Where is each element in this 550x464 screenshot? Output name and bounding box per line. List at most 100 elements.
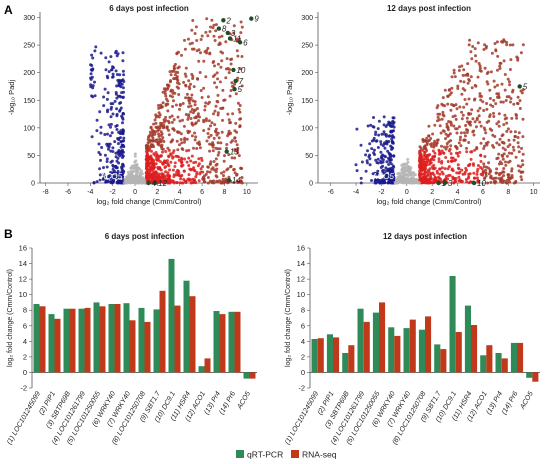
scatter-point (478, 66, 482, 70)
scatter-point (115, 124, 119, 127)
scatter-point (193, 131, 197, 135)
scatter-point (211, 145, 215, 149)
scatter-point (168, 80, 172, 84)
scatter-point (463, 134, 467, 138)
scatter-point (137, 179, 141, 183)
y-tick-label: 0 (301, 368, 305, 377)
x-tick-label: -2 (110, 189, 116, 196)
scatter-point (482, 165, 486, 169)
bar-qrt-pcr (388, 327, 395, 373)
scatter-point (212, 23, 216, 27)
scatter-point (192, 85, 196, 89)
scatter-point (175, 181, 179, 185)
scatter-point (479, 124, 483, 128)
scatter-point (456, 154, 460, 158)
bar-rna-seq (455, 332, 462, 373)
scatter-point (521, 135, 525, 139)
scatter-point (440, 144, 443, 148)
scatter-point (118, 109, 121, 113)
scatter-point (224, 67, 228, 71)
scatter-point (508, 143, 512, 147)
scatter-point (193, 179, 197, 183)
scatter-point (109, 125, 112, 129)
bar-rna-seq (54, 318, 61, 373)
scatter-point (208, 100, 211, 104)
scatter-point (122, 90, 125, 94)
scatter-point (492, 98, 496, 102)
scatter-point (171, 127, 175, 131)
x-tick-label: -4 (353, 189, 359, 196)
scatter-point (488, 88, 492, 92)
scatter-point (236, 76, 240, 80)
scatter-point (175, 51, 179, 55)
scatter-point (519, 51, 523, 55)
scatter-point (240, 25, 244, 29)
scatter-point (113, 99, 117, 103)
scatter-point (494, 171, 498, 175)
bar-rna-seq (129, 320, 136, 373)
scatter-point (521, 152, 525, 156)
bar-qrt-pcr (418, 329, 425, 373)
scatter-point (202, 180, 206, 184)
y-axis-label: -log₁₀ Padj (7, 80, 16, 116)
x-axis-label: log₂ fold change (Cmm/Control) (96, 197, 202, 206)
scatter-point (418, 154, 422, 158)
scatter-point (186, 37, 190, 41)
scatter-point (107, 145, 111, 149)
scatter-point (156, 141, 160, 145)
scatter-point (493, 85, 497, 89)
scatter-point (185, 92, 189, 96)
scatter-point (216, 62, 220, 66)
scatter-point (169, 89, 173, 93)
scatter-point (216, 113, 220, 117)
scatter-point (199, 89, 203, 92)
scatter-point (396, 177, 399, 181)
scatter-point (203, 50, 207, 54)
scatter-point (169, 140, 173, 144)
scatter-point (445, 145, 449, 149)
scatter-point (90, 53, 94, 57)
scatter-point (150, 157, 154, 161)
scatter-point (427, 134, 431, 138)
scatter-point (113, 140, 117, 144)
scatter-point (144, 174, 148, 178)
scatter-point (507, 176, 511, 180)
scatter-point (91, 86, 95, 90)
scatter-point (488, 113, 492, 117)
scatter-point (472, 129, 476, 133)
scatter-point (388, 134, 392, 138)
scatter-point (444, 132, 448, 136)
scatter-point (159, 130, 163, 134)
bar-rna-seq (532, 372, 539, 382)
scatter-point (484, 172, 488, 175)
scatter-point (383, 142, 387, 146)
scatter-point (499, 180, 503, 184)
scatter-point (382, 130, 386, 134)
scatter-point (109, 55, 113, 59)
scatter-point (370, 139, 374, 143)
scatter-point (359, 176, 363, 180)
bar-qrt-pcr (93, 302, 100, 373)
scatter-point (430, 165, 434, 169)
scatter-point (495, 40, 499, 44)
scatter-point (480, 94, 483, 98)
scatter-point (193, 138, 197, 142)
scatter-point (388, 158, 392, 162)
scatter-point (189, 117, 193, 120)
scatter-point (516, 164, 520, 168)
scatter-point (187, 105, 191, 109)
x-tick-label: -8 (42, 189, 48, 196)
scatter-point (238, 37, 241, 41)
scatter-point (193, 108, 197, 112)
scatter-point (215, 175, 219, 179)
scatter-point (364, 169, 368, 173)
scatter-point (239, 179, 243, 183)
scatter-point (502, 174, 506, 178)
scatter-point (183, 136, 187, 140)
scatter-point (218, 80, 222, 84)
scatter-point (95, 180, 99, 184)
scatter-point (155, 138, 159, 142)
highlight-point (237, 40, 243, 45)
highlight-label: 14 (232, 176, 241, 185)
highlight-label: ACO5 (99, 172, 122, 181)
